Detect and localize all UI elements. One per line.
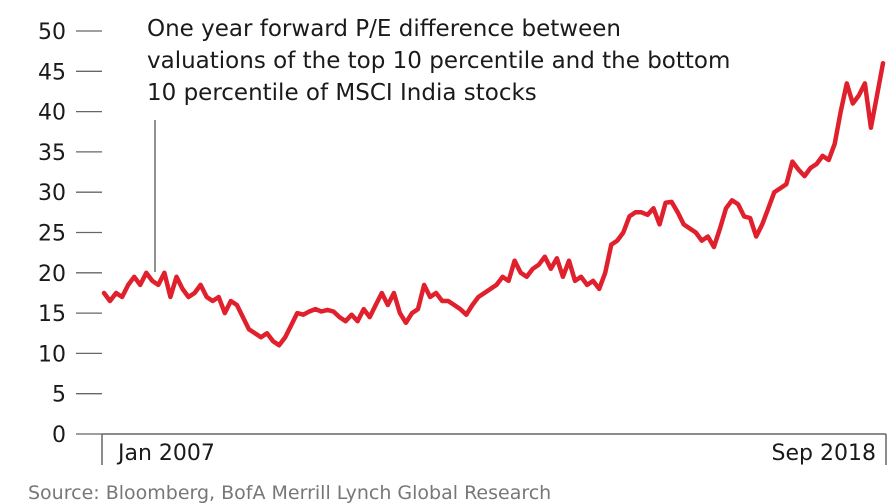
y-tick-label-20: 20 <box>38 262 66 287</box>
y-tick-label-30: 30 <box>38 181 66 206</box>
annotation-line-2: valuations of the top 10 percentile and … <box>147 48 730 74</box>
y-tick-label-10: 10 <box>38 342 66 367</box>
annotation-line-3: 10 percentile of MSCI India stocks <box>147 80 537 106</box>
y-tick-label-25: 25 <box>38 222 66 247</box>
series-line <box>101 60 886 348</box>
y-tick-label-40: 40 <box>38 101 66 126</box>
y-tick-label-45: 45 <box>38 60 66 85</box>
x-tick-label-start: Jan 2007 <box>116 441 215 466</box>
y-tick-label-15: 15 <box>38 302 66 327</box>
y-tick-label-5: 5 <box>52 383 66 408</box>
y-tick-label-0: 0 <box>52 423 66 448</box>
annotation-line-1: One year forward P/E difference between <box>147 16 621 42</box>
source-note: Source: Bloomberg, BofA Merrill Lynch Gl… <box>28 482 552 504</box>
y-tick-label-35: 35 <box>38 141 66 166</box>
y-tick-label-50: 50 <box>38 20 66 45</box>
x-tick-label-end: Sep 2018 <box>772 441 876 466</box>
y-axis: 0 5 10 15 20 25 30 35 40 45 50 <box>38 20 102 448</box>
